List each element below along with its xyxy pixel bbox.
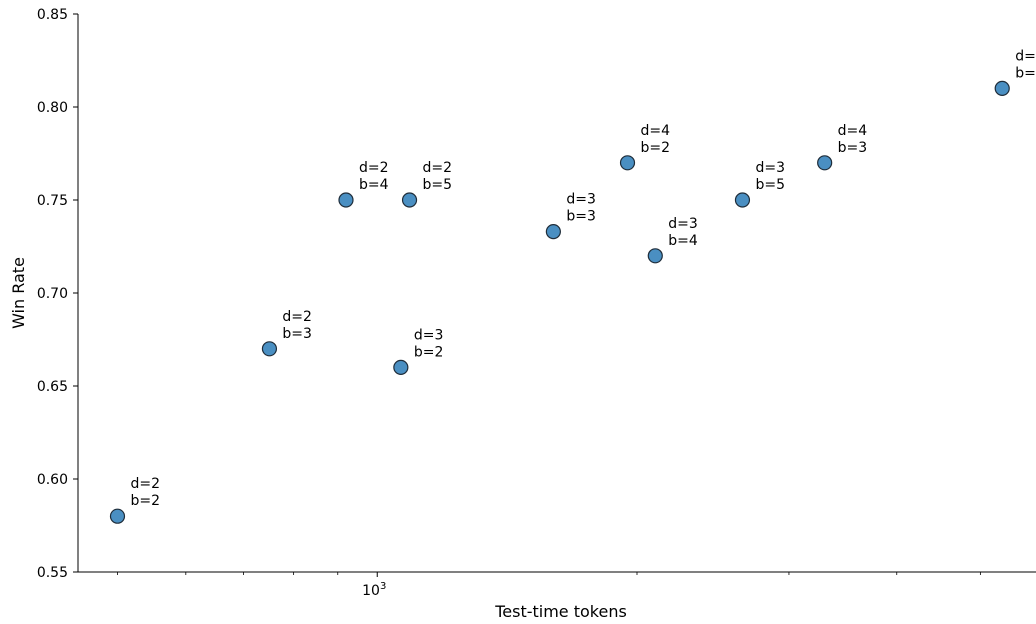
point-label-breadth: b=3: [566, 209, 596, 225]
x-ticks: 103: [117, 572, 981, 599]
point-label-breadth: b=4: [668, 233, 698, 249]
y-tick-label: 0.85: [37, 7, 68, 23]
data-point: [619, 155, 636, 171]
point-label-depth: d=3: [566, 192, 596, 208]
point-label-breadth: b=2: [130, 493, 160, 509]
point-label-depth: d=4: [641, 123, 671, 139]
point-label-depth: d=2: [282, 309, 312, 325]
point-label-breadth: b=5: [423, 177, 453, 193]
y-tick-label: 0.75: [37, 193, 68, 209]
point-label-depth: d=3: [414, 327, 444, 343]
point-label-depth: d=3: [668, 216, 698, 232]
x-tick-label: 103: [362, 581, 386, 599]
point-label-depth: d=2: [130, 476, 160, 492]
data-point: [734, 192, 751, 208]
point-label-breadth: b=3: [838, 140, 868, 156]
point-label-depth: d=4: [838, 123, 868, 139]
data-point: [109, 508, 126, 524]
axes: [77, 14, 1036, 573]
data-point: [647, 248, 663, 264]
point-label-depth: d=2: [359, 160, 389, 176]
point-label-depth: d=: [1015, 48, 1036, 64]
point-label-breadth: b=5: [755, 177, 785, 193]
y-tick-label: 0.60: [37, 472, 68, 488]
y-tick-label: 0.65: [37, 379, 68, 395]
data-point: [401, 192, 418, 208]
data-point: [545, 224, 561, 240]
point-label-depth: d=2: [423, 160, 453, 176]
y-tick-label: 0.70: [37, 286, 68, 302]
y-ticks: 0.55 0.60 0.65 0.70 0.75 0.80 0.85: [37, 7, 78, 581]
point-label-breadth: b=2: [414, 344, 444, 360]
point-label-breadth: b=3: [282, 326, 312, 342]
y-tick-label: 0.80: [37, 100, 68, 116]
point-label-breadth: b=2: [641, 140, 671, 156]
data-point: [994, 80, 1010, 97]
x-axis-label: Test-time tokens: [494, 602, 627, 621]
y-axis-label: Win Rate: [9, 257, 28, 329]
data-point: [338, 192, 354, 208]
data-point: [261, 341, 278, 357]
point-label-depth: d=3: [755, 160, 785, 176]
data-points: d=2b=2d=2b=3d=2b=4d=3b=2d=2b=5d=3b=3d=4b…: [109, 48, 1036, 524]
point-label-breadth: b=4: [359, 177, 389, 193]
data-point: [817, 155, 833, 171]
y-tick-label: 0.55: [37, 565, 68, 581]
data-point: [393, 359, 409, 375]
point-label-breadth: b=: [1015, 65, 1036, 81]
